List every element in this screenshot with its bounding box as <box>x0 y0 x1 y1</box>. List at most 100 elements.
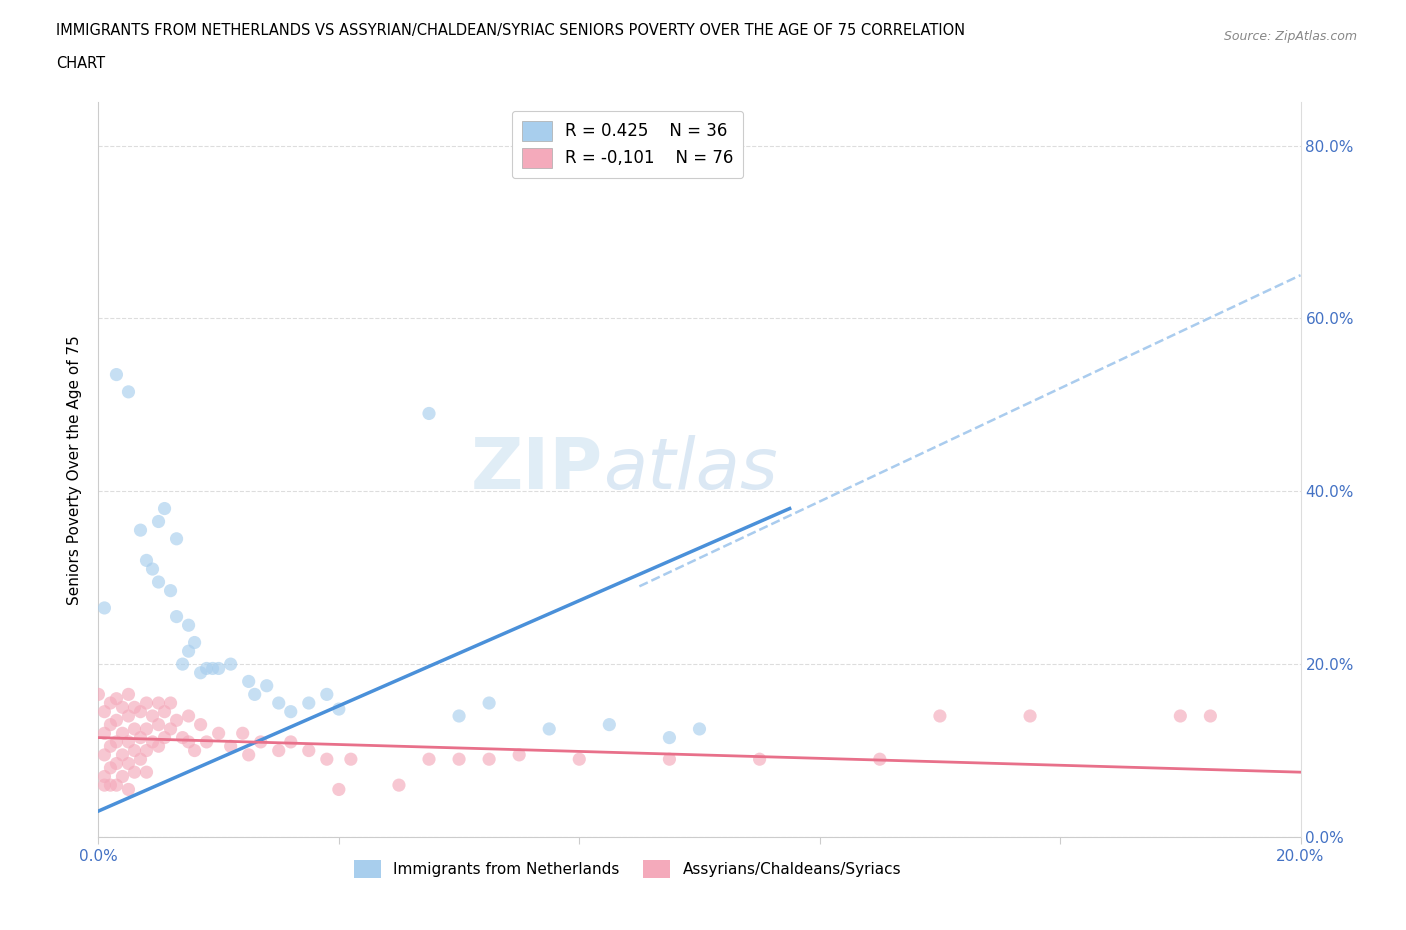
Point <box>447 709 470 724</box>
Point <box>124 743 146 758</box>
Point <box>298 743 321 758</box>
Text: ZIP: ZIP <box>471 435 603 504</box>
Point <box>195 661 218 676</box>
Point <box>141 562 163 577</box>
Point <box>689 722 711 737</box>
Point <box>153 704 176 719</box>
Point <box>166 713 188 728</box>
Point <box>93 725 115 740</box>
Point <box>148 717 170 732</box>
Point <box>129 523 152 538</box>
Point <box>93 769 115 784</box>
Point <box>117 735 139 750</box>
Point <box>117 687 139 702</box>
Point <box>249 735 271 750</box>
Point <box>208 725 231 740</box>
Point <box>148 738 170 753</box>
Point <box>172 657 194 671</box>
Point <box>105 691 128 706</box>
Point <box>141 735 163 750</box>
Point <box>124 722 146 737</box>
Point <box>135 553 157 568</box>
Point <box>177 735 200 750</box>
Point <box>111 748 134 763</box>
Point <box>124 700 146 715</box>
Text: atlas: atlas <box>603 435 778 504</box>
Point <box>111 769 134 784</box>
Point <box>508 748 530 763</box>
Point <box>105 756 128 771</box>
Point <box>124 764 146 779</box>
Point <box>1199 709 1222 724</box>
Point <box>159 722 181 737</box>
Point <box>658 730 681 745</box>
Point <box>129 704 152 719</box>
Point <box>478 696 501 711</box>
Point <box>447 751 470 766</box>
Point <box>478 751 501 766</box>
Point <box>177 644 200 658</box>
Point <box>315 687 337 702</box>
Text: Source: ZipAtlas.com: Source: ZipAtlas.com <box>1223 30 1357 43</box>
Point <box>105 367 128 382</box>
Point <box>117 709 139 724</box>
Point <box>141 709 163 724</box>
Point <box>183 743 205 758</box>
Point <box>105 713 128 728</box>
Point <box>159 696 181 711</box>
Point <box>177 709 200 724</box>
Point <box>135 743 157 758</box>
Point <box>111 725 134 740</box>
Point <box>538 722 561 737</box>
Point <box>267 696 290 711</box>
Point <box>190 717 212 732</box>
Point <box>568 751 591 766</box>
Point <box>105 777 128 792</box>
Point <box>117 384 139 399</box>
Point <box>280 735 302 750</box>
Point <box>232 725 254 740</box>
Point <box>238 674 260 689</box>
Text: CHART: CHART <box>56 56 105 71</box>
Point <box>129 730 152 745</box>
Point <box>153 501 176 516</box>
Point <box>100 761 122 776</box>
Legend: Immigrants from Netherlands, Assyrians/Chaldeans/Syriacs: Immigrants from Netherlands, Assyrians/C… <box>347 854 907 884</box>
Point <box>135 696 157 711</box>
Point <box>172 730 194 745</box>
Point <box>100 777 122 792</box>
Point <box>658 751 681 766</box>
Point <box>340 751 363 766</box>
Point <box>418 751 440 766</box>
Point <box>238 748 260 763</box>
Point <box>183 635 205 650</box>
Point <box>748 751 770 766</box>
Point <box>166 531 188 546</box>
Point <box>93 601 115 616</box>
Point <box>148 514 170 529</box>
Point <box>208 661 231 676</box>
Point <box>328 701 350 716</box>
Point <box>148 575 170 590</box>
Point <box>135 722 157 737</box>
Point <box>93 777 115 792</box>
Point <box>177 618 200 632</box>
Point <box>166 609 188 624</box>
Point <box>328 782 350 797</box>
Point <box>93 704 115 719</box>
Point <box>100 717 122 732</box>
Point <box>267 743 290 758</box>
Point <box>201 661 224 676</box>
Point <box>111 700 134 715</box>
Point <box>243 687 266 702</box>
Point <box>117 756 139 771</box>
Point <box>148 696 170 711</box>
Point <box>100 696 122 711</box>
Point <box>105 735 128 750</box>
Point <box>153 730 176 745</box>
Point <box>418 406 440 421</box>
Point <box>929 709 952 724</box>
Point <box>87 687 110 702</box>
Point <box>298 696 321 711</box>
Point <box>280 704 302 719</box>
